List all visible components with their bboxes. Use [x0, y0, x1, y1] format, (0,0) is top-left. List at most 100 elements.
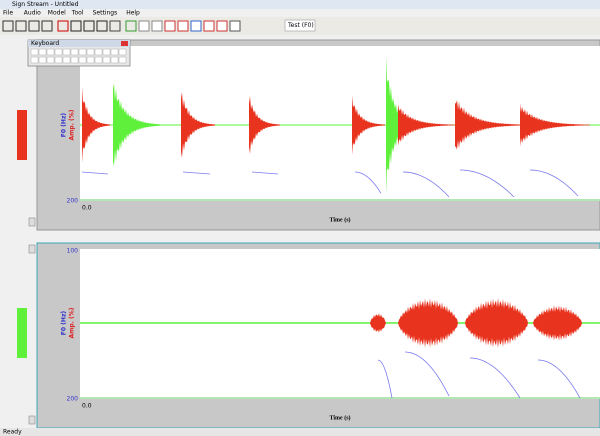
f0-axis-label: F0 (Hz) [61, 311, 68, 336]
waveform-burst [370, 313, 386, 333]
x-start-label: 0.0 [82, 205, 92, 212]
key[interactable] [30, 48, 39, 56]
amp-axis-label: Amp. (%) [69, 307, 76, 338]
key[interactable] [70, 56, 79, 64]
waveform-burst [113, 83, 160, 167]
key[interactable] [54, 48, 63, 56]
key[interactable] [78, 48, 87, 56]
tool-button[interactable] [216, 20, 228, 32]
status-text: Ready [3, 429, 22, 436]
panel-button[interactable] [28, 415, 36, 425]
y-bottom-label: 200 [67, 198, 79, 205]
keyboard-close[interactable] [121, 41, 128, 46]
status-bar [0, 428, 600, 436]
waveform-burst [249, 96, 280, 154]
waveform-burst [82, 87, 110, 163]
combo-text: Test (F0) [287, 22, 314, 29]
menu-item[interactable]: Audio [24, 10, 41, 17]
tool-button[interactable] [96, 20, 108, 32]
title-bar [0, 0, 600, 9]
tool-button[interactable] [41, 20, 53, 32]
amp-axis-label: Amp. (%) [69, 109, 76, 140]
key[interactable] [62, 48, 71, 56]
key[interactable] [54, 56, 63, 64]
y-bottom-label: 200 [67, 396, 79, 403]
window-title: Sign Stream - Untitled [12, 1, 79, 8]
tool-button[interactable] [203, 20, 215, 32]
menu-item[interactable]: Tool [71, 10, 84, 17]
key[interactable] [46, 48, 55, 56]
f0-contour [251, 171, 279, 175]
panel-button[interactable] [28, 244, 36, 254]
f0-contour [529, 169, 579, 197]
f0-axis-label: F0 (Hz) [61, 113, 68, 138]
tool-button[interactable] [164, 20, 176, 32]
tool-button[interactable] [229, 20, 241, 32]
toolbar-buttons [2, 20, 241, 32]
key[interactable] [110, 48, 119, 56]
key[interactable] [78, 56, 87, 64]
channel-swatch[interactable] [17, 110, 27, 160]
tool-button[interactable] [2, 20, 14, 32]
waveform-burst [520, 103, 590, 147]
key[interactable] [86, 48, 95, 56]
tool-button[interactable] [15, 20, 27, 32]
waveform-burst [398, 298, 458, 348]
combo-box[interactable] [284, 19, 316, 32]
key[interactable] [30, 56, 39, 64]
menu-item[interactable]: Settings [93, 10, 118, 17]
menu-item[interactable]: File [3, 10, 13, 17]
f0-contour [182, 171, 211, 175]
tool-button[interactable] [190, 20, 202, 32]
key[interactable] [118, 56, 127, 64]
channel-swatch[interactable] [17, 308, 27, 358]
f0-contour [377, 359, 393, 399]
waveform-burst [352, 95, 385, 155]
key[interactable] [70, 48, 79, 56]
key[interactable] [102, 48, 111, 56]
key[interactable] [62, 56, 71, 64]
x-start-label: 0.0 [82, 403, 92, 410]
f0-contour [459, 169, 515, 198]
tool-button[interactable] [125, 20, 137, 32]
x-axis-label: Time (s) [329, 216, 350, 223]
tool-button[interactable] [151, 20, 163, 32]
x-axis-label: Time (s) [329, 414, 350, 421]
tool-button[interactable] [109, 20, 121, 32]
key[interactable] [38, 56, 47, 64]
tool-button[interactable] [28, 20, 40, 32]
f0-contour [402, 171, 450, 198]
key[interactable] [94, 56, 103, 64]
key[interactable] [110, 56, 119, 64]
tool-button[interactable] [83, 20, 95, 32]
tool-button[interactable] [70, 20, 82, 32]
waveform-burst [455, 100, 522, 150]
waveform-burst [465, 298, 528, 348]
keys [30, 48, 127, 64]
f0-contour [537, 359, 581, 399]
f0-contour [354, 171, 382, 194]
y-top-label: 100 [67, 248, 79, 255]
key[interactable] [46, 56, 55, 64]
menu-item[interactable]: Help [126, 10, 140, 17]
key[interactable] [102, 56, 111, 64]
keyboard-title: Keyboard [31, 40, 59, 47]
tool-button[interactable] [57, 20, 69, 32]
tool-button[interactable] [138, 20, 150, 32]
tool-button[interactable] [177, 20, 189, 32]
keyboard-title-bar [28, 40, 130, 47]
keyboard-window: Keyboard [27, 39, 131, 67]
f0-contour [404, 351, 450, 397]
key[interactable] [118, 48, 127, 56]
key[interactable] [38, 48, 47, 56]
key[interactable] [86, 56, 95, 64]
key[interactable] [94, 48, 103, 56]
waveform-burst [181, 91, 215, 159]
menu-item[interactable]: Model [48, 10, 66, 17]
plot-area [80, 46, 600, 201]
panel-button[interactable] [28, 217, 36, 227]
